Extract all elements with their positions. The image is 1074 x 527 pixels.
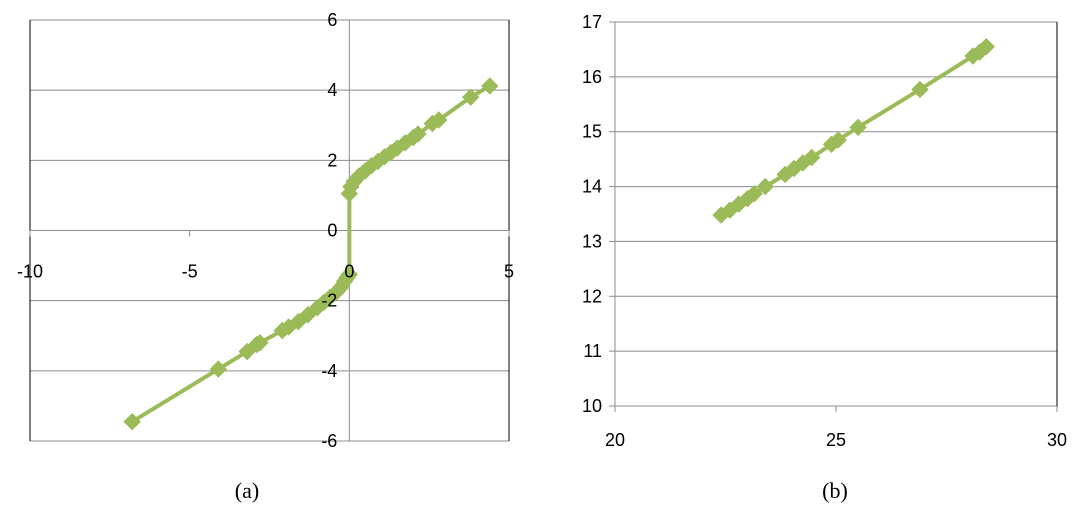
panel-b-line-segment-12 [856,87,922,130]
chart-panel-b: 10 11 12 13 14 15 16 17 20 25 30 (b) [582,12,1067,503]
panel-b-data-point-5 [756,177,774,196]
panel-a-y-tick-label-5: 4 [327,80,337,100]
panel-b-y-tick-label-2: 12 [582,286,602,306]
panel-b-y-tick-label-0: 10 [582,396,602,416]
panel-a-y-tick-label-3: 0 [327,221,337,241]
panel-a-data-point-32 [461,88,480,106]
panel-a-line-segment-31 [436,95,473,122]
panel-b-y-tick-label-6: 16 [582,67,602,87]
panel-b-data-point-9 [802,148,821,167]
panel-a-y-tick-label-1: -4 [321,361,337,381]
panel-a-series [123,77,499,431]
panel-b-y-tick-label-4: 14 [582,177,602,197]
panel-a-y-tick-label-0: -6 [321,431,337,451]
panel-a-caption: (a) [235,478,259,503]
panel-a-y-tick-label-6: 6 [327,10,337,30]
panel-b-data-point-13 [911,80,929,99]
panel-b-data-point-11 [829,131,847,149]
panel-a-x-tick-label-1: -5 [182,262,198,282]
panel-a-data-point-31 [430,111,448,129]
panel-a-tick-labels: -6 -4 -2 0 2 4 6 -10 -5 0 5 [17,10,514,451]
panel-b-tick-labels: 10 11 12 13 14 15 16 17 20 25 30 [582,12,1067,450]
panel-b-x-tick-label-2: 30 [1047,430,1067,450]
panel-a-data-point-29 [409,125,427,143]
panel-b-y-tick-label-3: 13 [582,231,602,251]
panel-a-x-tick-label-3: 5 [504,262,514,282]
panel-b-line-segment-13 [917,54,976,92]
panel-a-x-tick-label-0: -10 [17,262,43,282]
panel-a-y-tick-label-2: -2 [321,291,337,311]
panel-a-data-point-1 [209,360,228,378]
panel-b-data-point-4 [745,184,763,203]
panel-b-data-point-16 [977,37,995,56]
panel-a-x-tick-label-2: 0 [344,262,354,282]
panel-a-line-segment-0 [130,367,221,424]
panel-a-data-point-33 [481,77,499,95]
panel-b-axes [609,21,1058,412]
panel-b-x-tick-label-1: 25 [826,430,846,450]
panel-a-data-point-0 [123,412,141,431]
panel-b-data-point-12 [849,118,867,137]
chart-panel-a: -6 -4 -2 0 2 4 6 -10 -5 0 5 (a) [17,10,514,503]
panel-b-caption: (b) [822,478,848,503]
panel-b-y-tick-label-5: 15 [582,122,602,142]
panel-a-data-point-16 [340,265,359,284]
panel-a-y-tick-label-4: 2 [327,150,337,170]
panel-a-data-point-4 [251,334,269,352]
panel-b-x-tick-label-0: 20 [605,430,625,450]
panel-b-y-tick-label-7: 17 [582,12,602,32]
panel-b-series [712,37,995,224]
panel-a-axes [29,20,510,441]
panel-b-y-tick-label-1: 11 [583,341,602,361]
